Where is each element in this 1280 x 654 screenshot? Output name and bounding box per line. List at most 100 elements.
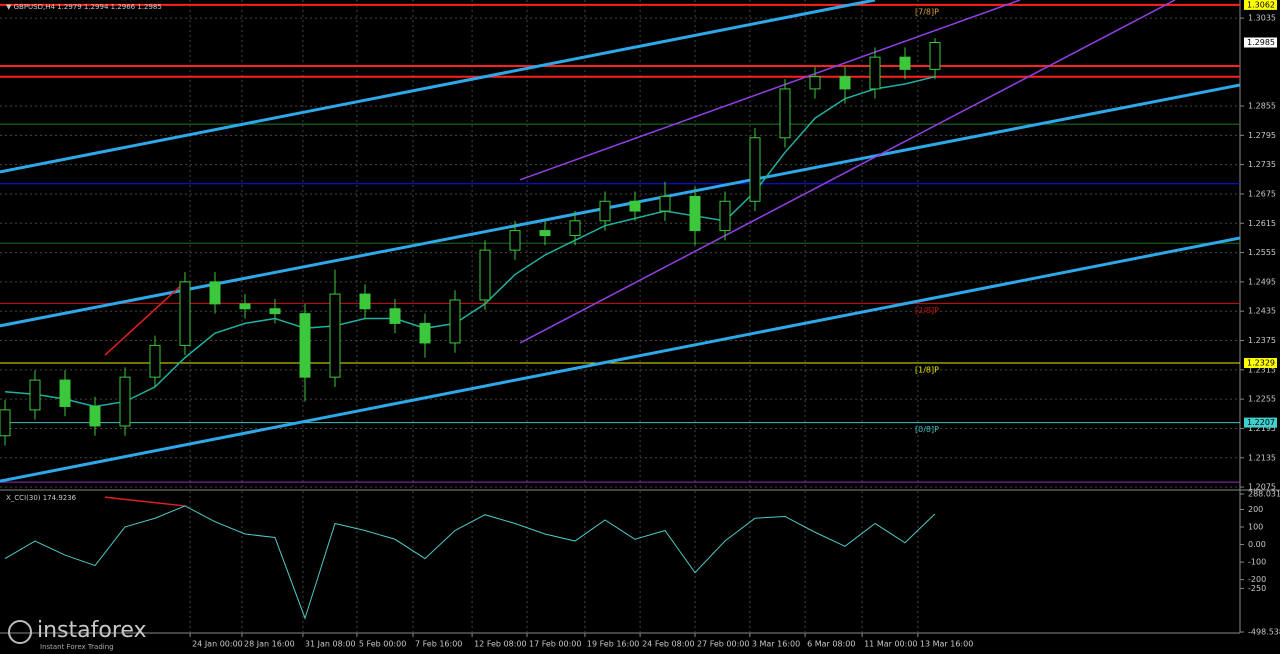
y-tick-label: 1.2855 xyxy=(1248,102,1276,111)
x-tick-label: 24 Jan 00:00 xyxy=(192,640,243,649)
x-tick-label: 28 Jan 16:00 xyxy=(244,640,295,649)
cci-panel xyxy=(4,491,936,633)
y-tick-label: 1.2315 xyxy=(1248,365,1276,374)
candle-body xyxy=(719,200,731,232)
y-tick-label: 1.2735 xyxy=(1248,160,1276,169)
candle-body xyxy=(59,379,71,407)
cci-tick-label: -200 xyxy=(1248,575,1266,584)
candle-body xyxy=(299,313,311,378)
x-tick-label: 27 Feb 00:00 xyxy=(697,640,749,649)
x-tick-label: 31 Jan 08:00 xyxy=(305,640,356,649)
cci-trend-line xyxy=(104,496,186,507)
candle-body xyxy=(929,42,941,70)
trend-line xyxy=(104,281,186,356)
labels: ▼ GBPUSD,H4 1.2979 1.2994 1.2966 1.2985 … xyxy=(6,0,1280,651)
candle-body xyxy=(659,195,671,212)
level-tag: [1/8]P xyxy=(915,365,939,374)
cci-tick-label: -250 xyxy=(1248,584,1266,593)
candle-body xyxy=(419,322,431,344)
logo-icon xyxy=(8,620,32,644)
level-box xyxy=(1244,357,1277,368)
y-tick-label: 1.3035 xyxy=(1248,14,1276,23)
cci-title: X_CCI(30) 174.9236 xyxy=(6,494,77,502)
candle-body xyxy=(0,409,11,437)
y-tick-label: 1.2435 xyxy=(1248,307,1276,316)
logo: instaforex Instant Forex Trading xyxy=(8,618,147,651)
level-box xyxy=(1244,0,1277,10)
trend-line xyxy=(0,236,1240,483)
candle-body xyxy=(839,76,851,90)
candle-body xyxy=(539,230,551,236)
candle-body xyxy=(809,76,821,90)
cci-tick-label: 100 xyxy=(1248,522,1263,531)
candle-body xyxy=(209,281,221,305)
cci-tick-label: -100 xyxy=(1248,558,1266,567)
y-tick-label: 1.2675 xyxy=(1248,189,1276,198)
level-tag: [2/8]P xyxy=(915,306,939,315)
candle-body xyxy=(29,379,41,411)
candle-body xyxy=(329,293,341,378)
x-tick-label: 5 Feb 00:00 xyxy=(359,640,406,649)
candle-body xyxy=(359,293,371,310)
candle-body xyxy=(269,308,281,315)
x-tick-label: 3 Mar 16:00 xyxy=(752,640,800,649)
logo-text: instaforex xyxy=(37,618,147,643)
candle-body xyxy=(119,376,131,427)
x-tick-label: 11 Mar 00:00 xyxy=(864,640,917,649)
candle-body xyxy=(599,200,611,222)
candle-body xyxy=(569,220,581,236)
level-box-label: 1.2207 xyxy=(1247,418,1275,427)
candle-body xyxy=(869,56,881,90)
y-tick-label: 1.2255 xyxy=(1248,395,1276,404)
candle-body xyxy=(149,344,161,378)
trend-line xyxy=(0,0,876,174)
chart-header: ▼ GBPUSD,H4 1.2979 1.2994 1.2966 1.2985 xyxy=(6,3,162,11)
candle-body xyxy=(509,230,521,251)
trend-line xyxy=(519,0,1021,181)
cci-tick-label: 0.00 xyxy=(1248,540,1266,549)
candle-body xyxy=(89,405,101,427)
candle-body xyxy=(899,56,911,70)
trend-line xyxy=(519,0,1176,344)
level-box xyxy=(1244,417,1277,428)
y-tick-label: 1.2195 xyxy=(1248,424,1276,433)
candle-body xyxy=(479,249,491,301)
price-box-label: 1.2985 xyxy=(1247,38,1275,47)
cci-tick-label: 200 xyxy=(1248,505,1263,514)
logo-tagline: Instant Forex Trading xyxy=(40,643,114,651)
price-box xyxy=(1244,37,1277,48)
price-panel: [7/8]P [2/8]P [1/8]P [0/8]P xyxy=(0,0,1240,489)
level-box-label: 1.3062 xyxy=(1247,0,1275,9)
x-tick-label: 17 Feb 00:00 xyxy=(529,640,581,649)
x-tick-label: 7 Feb 16:00 xyxy=(415,640,462,649)
candle-body xyxy=(179,281,191,346)
candle-body xyxy=(689,195,701,232)
level-tag: [0/8]P xyxy=(915,425,939,434)
x-tick-label: 19 Feb 16:00 xyxy=(587,640,639,649)
candle-body xyxy=(449,299,461,344)
cci-tick-label: -498.538 xyxy=(1248,628,1280,637)
y-tick-label: 1.2495 xyxy=(1248,277,1276,286)
candle-body xyxy=(239,303,251,310)
trend-line xyxy=(0,83,1240,328)
moving-average xyxy=(4,75,936,408)
y-tick-label: 1.2135 xyxy=(1248,453,1276,462)
candle-body xyxy=(629,200,641,212)
x-tick-label: 12 Feb 08:00 xyxy=(474,640,526,649)
y-tick-label: 1.2615 xyxy=(1248,219,1276,228)
y-tick-label: 1.2555 xyxy=(1248,248,1276,257)
level-tag: [7/8]P xyxy=(915,7,939,16)
x-tick-label: 24 Feb 08:00 xyxy=(642,640,694,649)
y-tick-label: 1.2075 xyxy=(1248,483,1276,492)
x-tick-label: 13 Mar 16:00 xyxy=(920,640,973,649)
candle-body xyxy=(779,88,791,139)
cci-line xyxy=(4,505,936,620)
cci-tick-label: 288.0311 xyxy=(1248,490,1280,499)
y-tick-label: 1.2795 xyxy=(1248,131,1276,140)
level-box-label: 1.2329 xyxy=(1247,358,1275,367)
candle-body xyxy=(749,137,761,202)
candle-body xyxy=(389,308,401,324)
x-tick-label: 6 Mar 08:00 xyxy=(807,640,855,649)
